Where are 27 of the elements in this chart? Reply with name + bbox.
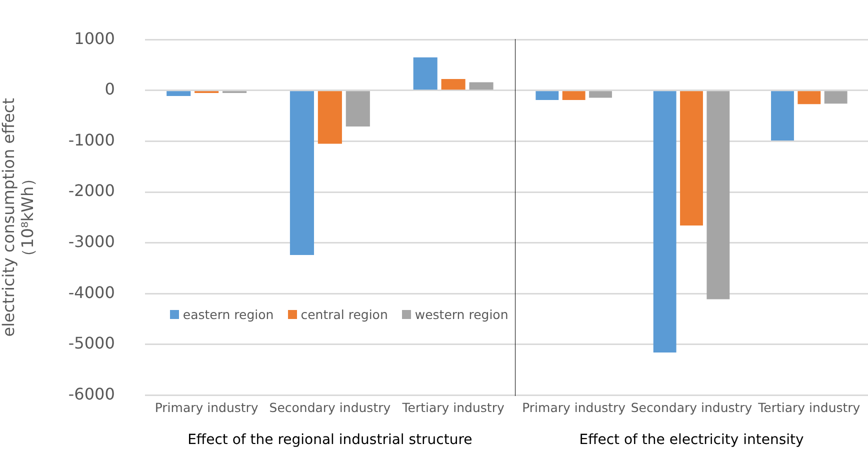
y-tick-label: -3000 [68, 232, 115, 251]
x-tick-label: Tertiary industry [757, 400, 861, 415]
legend-label: western region [414, 307, 508, 322]
y-tick-label: -4000 [68, 282, 115, 302]
x-axis-title: Effect of the electricity intensity [579, 432, 804, 448]
y-axis-title: electricity consumption effect （10⁸kWh） [0, 98, 37, 337]
y-tick-label: -5000 [68, 334, 115, 353]
legend-label: eastern region [182, 307, 274, 322]
bar [318, 91, 342, 144]
bar [346, 91, 370, 126]
y-tick-label: -2000 [68, 181, 115, 200]
x-tick-label: Secondary industry [269, 400, 392, 415]
legend-label: central region [300, 307, 388, 322]
x-tick-label: Primary industry [154, 400, 259, 415]
x-axis-title: Effect of the regional industrial structure [188, 432, 472, 448]
y-tick-label: 0 [104, 80, 115, 99]
x-tick-label: Primary industry [522, 400, 626, 415]
x-tick-label: Tertiary industry [401, 400, 505, 415]
bar [166, 91, 191, 96]
x-tick-label: Secondary industry [630, 400, 753, 415]
y-tick-label: 1000 [74, 28, 115, 48]
bar [290, 91, 314, 255]
bar [441, 78, 466, 90]
y-tick-label: -1000 [68, 130, 115, 150]
bar [413, 57, 438, 90]
bar [469, 82, 494, 90]
y-tick-label: -6000 [68, 384, 115, 404]
